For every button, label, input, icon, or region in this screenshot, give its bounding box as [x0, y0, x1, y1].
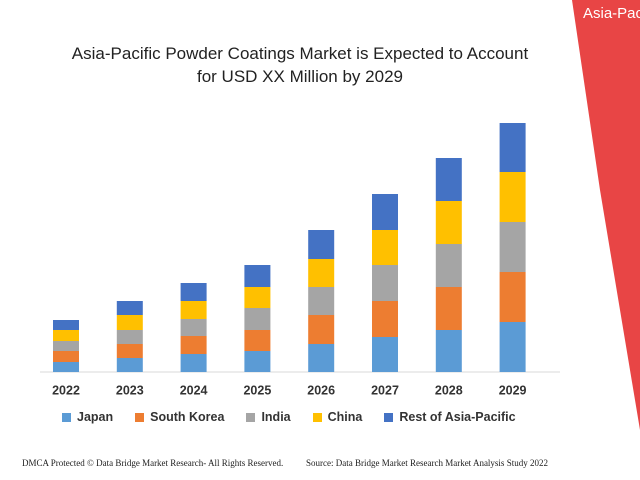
x-tick-label: 2024	[180, 383, 208, 397]
x-tick-label: 2029	[499, 383, 527, 397]
legend-item: South Korea	[135, 410, 224, 424]
legend-label: Japan	[77, 410, 114, 424]
bar-segment	[244, 287, 271, 308]
bar-segment	[499, 322, 526, 372]
x-tick-label: 2027	[371, 383, 399, 397]
bar-segment	[116, 301, 143, 315]
bar-segment	[372, 265, 398, 301]
bar-segment	[53, 330, 79, 341]
x-tick-label: 2025	[243, 383, 271, 397]
bar-segment	[116, 330, 143, 344]
bar-segment	[308, 344, 335, 372]
bar-segment	[116, 358, 143, 372]
bar-segment	[53, 362, 79, 372]
bar-segment	[116, 344, 143, 358]
x-tick-label: 2023	[116, 383, 144, 397]
bar-segment	[499, 222, 526, 272]
bar-segment	[435, 158, 462, 201]
bar-segment	[435, 287, 462, 330]
legend-swatch	[246, 412, 256, 422]
bar-segment	[53, 341, 79, 351]
bar-segment	[372, 301, 398, 337]
bar-segment	[53, 351, 79, 362]
chart-title: Asia-Pacific Powder Coatings Market is E…	[71, 44, 529, 86]
bar-segment	[53, 320, 79, 330]
x-tick-label: 2022	[52, 383, 80, 397]
bar-segment	[180, 301, 207, 319]
bar-segment	[180, 319, 207, 336]
legend-item: Rest of Asia-Pacific	[384, 410, 516, 424]
bar-segment	[180, 336, 207, 354]
banner: Asia-Pac	[583, 5, 640, 22]
legend-label: South Korea	[150, 410, 225, 424]
legend-swatch	[62, 412, 71, 422]
legend-label: Rest of Asia-Pacific	[399, 410, 516, 424]
bar-segment	[308, 287, 335, 315]
bar-segment	[116, 315, 143, 330]
bar-segment	[372, 337, 398, 372]
bar-segment	[435, 330, 462, 372]
bar-segment	[372, 230, 398, 265]
legend-swatch	[384, 412, 394, 422]
legend-swatch	[312, 412, 322, 422]
legend-item: Japan	[62, 410, 113, 424]
legend-item: India	[246, 410, 291, 424]
x-tick-label: 2026	[307, 383, 335, 397]
legend-item: China	[312, 410, 363, 424]
bar-segment	[308, 259, 335, 287]
footer-left: DMCA Protected © Data Bridge Market Rese…	[22, 458, 284, 468]
bar-segment	[244, 330, 271, 351]
banner-shape	[572, 0, 640, 430]
bar-segment	[372, 194, 398, 230]
bar-segment	[435, 244, 462, 287]
bar-segment	[244, 308, 271, 330]
bar-segment	[499, 172, 526, 222]
bar-segment	[180, 283, 207, 301]
bar-segment	[308, 230, 335, 259]
bar-segment	[499, 272, 526, 322]
bar-segment	[244, 351, 271, 372]
legend-swatch	[135, 412, 145, 422]
x-tick-label: 2028	[435, 383, 463, 397]
bar-segment	[499, 123, 526, 172]
legend-label: China	[327, 410, 363, 424]
legend-label: India	[261, 410, 291, 424]
bar-segment	[244, 265, 271, 287]
bar-segment	[308, 315, 335, 344]
bar-segment	[180, 354, 207, 372]
legend: Japan South Korea India China Rest of Asia-P…	[62, 410, 516, 424]
footer-right: Source: Data Bridge Market Research Mark…	[306, 458, 548, 468]
bar-segment	[435, 201, 462, 244]
